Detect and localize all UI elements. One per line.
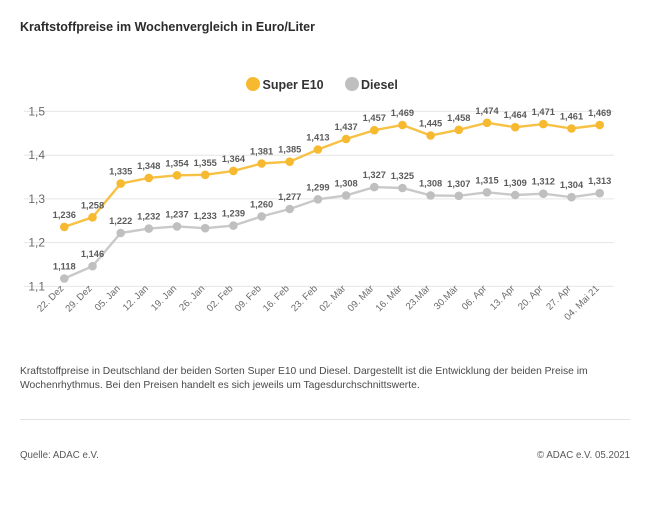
svg-text:1,327: 1,327 [363,170,386,180]
svg-text:05. Jan: 05. Jan [93,283,123,313]
svg-text:1,469: 1,469 [391,108,414,118]
svg-text:16. Mär: 16. Mär [374,283,405,314]
svg-text:1,232: 1,232 [137,212,160,222]
svg-text:1,237: 1,237 [165,209,188,219]
svg-text:02. Feb: 02. Feb [205,283,236,314]
svg-text:13. Apr: 13. Apr [488,283,518,313]
svg-text:1,348: 1,348 [137,161,160,171]
svg-text:26. Jan: 26. Jan [177,283,207,313]
svg-text:1,307: 1,307 [447,179,470,189]
svg-text:02. Mär: 02. Mär [317,283,348,314]
svg-text:1,239: 1,239 [222,209,245,219]
svg-text:1,309: 1,309 [504,178,527,188]
svg-text:20. Apr: 20. Apr [516,283,546,313]
svg-text:30.Mär: 30.Mär [432,283,461,312]
svg-text:1,3: 1,3 [28,192,45,206]
svg-text:1,260: 1,260 [250,199,273,209]
svg-text:1,385: 1,385 [278,145,301,155]
svg-text:1,364: 1,364 [222,154,246,164]
svg-text:16. Feb: 16. Feb [261,283,292,314]
svg-text:09. Mär: 09. Mär [346,283,377,314]
svg-text:1,437: 1,437 [334,122,357,132]
svg-text:1,233: 1,233 [194,211,217,221]
svg-text:1,5: 1,5 [28,104,45,118]
svg-text:19. Jan: 19. Jan [149,283,179,313]
svg-text:23. Feb: 23. Feb [289,283,320,314]
svg-text:1,299: 1,299 [306,182,329,192]
svg-text:1,458: 1,458 [447,113,470,123]
svg-text:1,4: 1,4 [28,148,45,162]
svg-text:1,354: 1,354 [165,158,189,168]
svg-text:1,236: 1,236 [53,210,76,220]
svg-text:1,308: 1,308 [334,178,357,188]
svg-text:12. Jan: 12. Jan [121,283,151,313]
svg-text:1,118: 1,118 [53,262,76,272]
svg-text:1,1: 1,1 [28,279,45,293]
svg-text:23.Mär: 23.Mär [404,283,433,312]
svg-text:1,258: 1,258 [81,200,104,210]
svg-text:1,335: 1,335 [109,167,132,177]
svg-text:1,457: 1,457 [363,113,386,123]
svg-text:1,461: 1,461 [560,112,583,122]
svg-text:1,2: 1,2 [28,236,45,250]
svg-text:1,313: 1,313 [588,176,611,186]
svg-text:1,222: 1,222 [109,216,132,226]
svg-text:1,413: 1,413 [306,133,329,143]
svg-text:1,464: 1,464 [504,110,528,120]
svg-text:1,445: 1,445 [419,119,442,129]
svg-text:1,308: 1,308 [419,178,442,188]
svg-text:1,312: 1,312 [532,177,555,187]
svg-text:1,355: 1,355 [194,158,217,168]
svg-text:1,315: 1,315 [475,175,498,185]
svg-text:1,277: 1,277 [278,192,301,202]
svg-text:1,474: 1,474 [475,106,499,116]
svg-text:1,469: 1,469 [588,108,611,118]
svg-text:1,471: 1,471 [532,107,555,117]
svg-text:1,381: 1,381 [250,147,273,157]
svg-text:09. Feb: 09. Feb [233,283,264,314]
svg-text:1,146: 1,146 [81,249,104,259]
svg-text:06. Apr: 06. Apr [460,283,490,313]
svg-text:1,325: 1,325 [391,171,414,181]
svg-text:1,304: 1,304 [560,180,584,190]
svg-text:29. Dez: 29. Dez [63,283,94,314]
